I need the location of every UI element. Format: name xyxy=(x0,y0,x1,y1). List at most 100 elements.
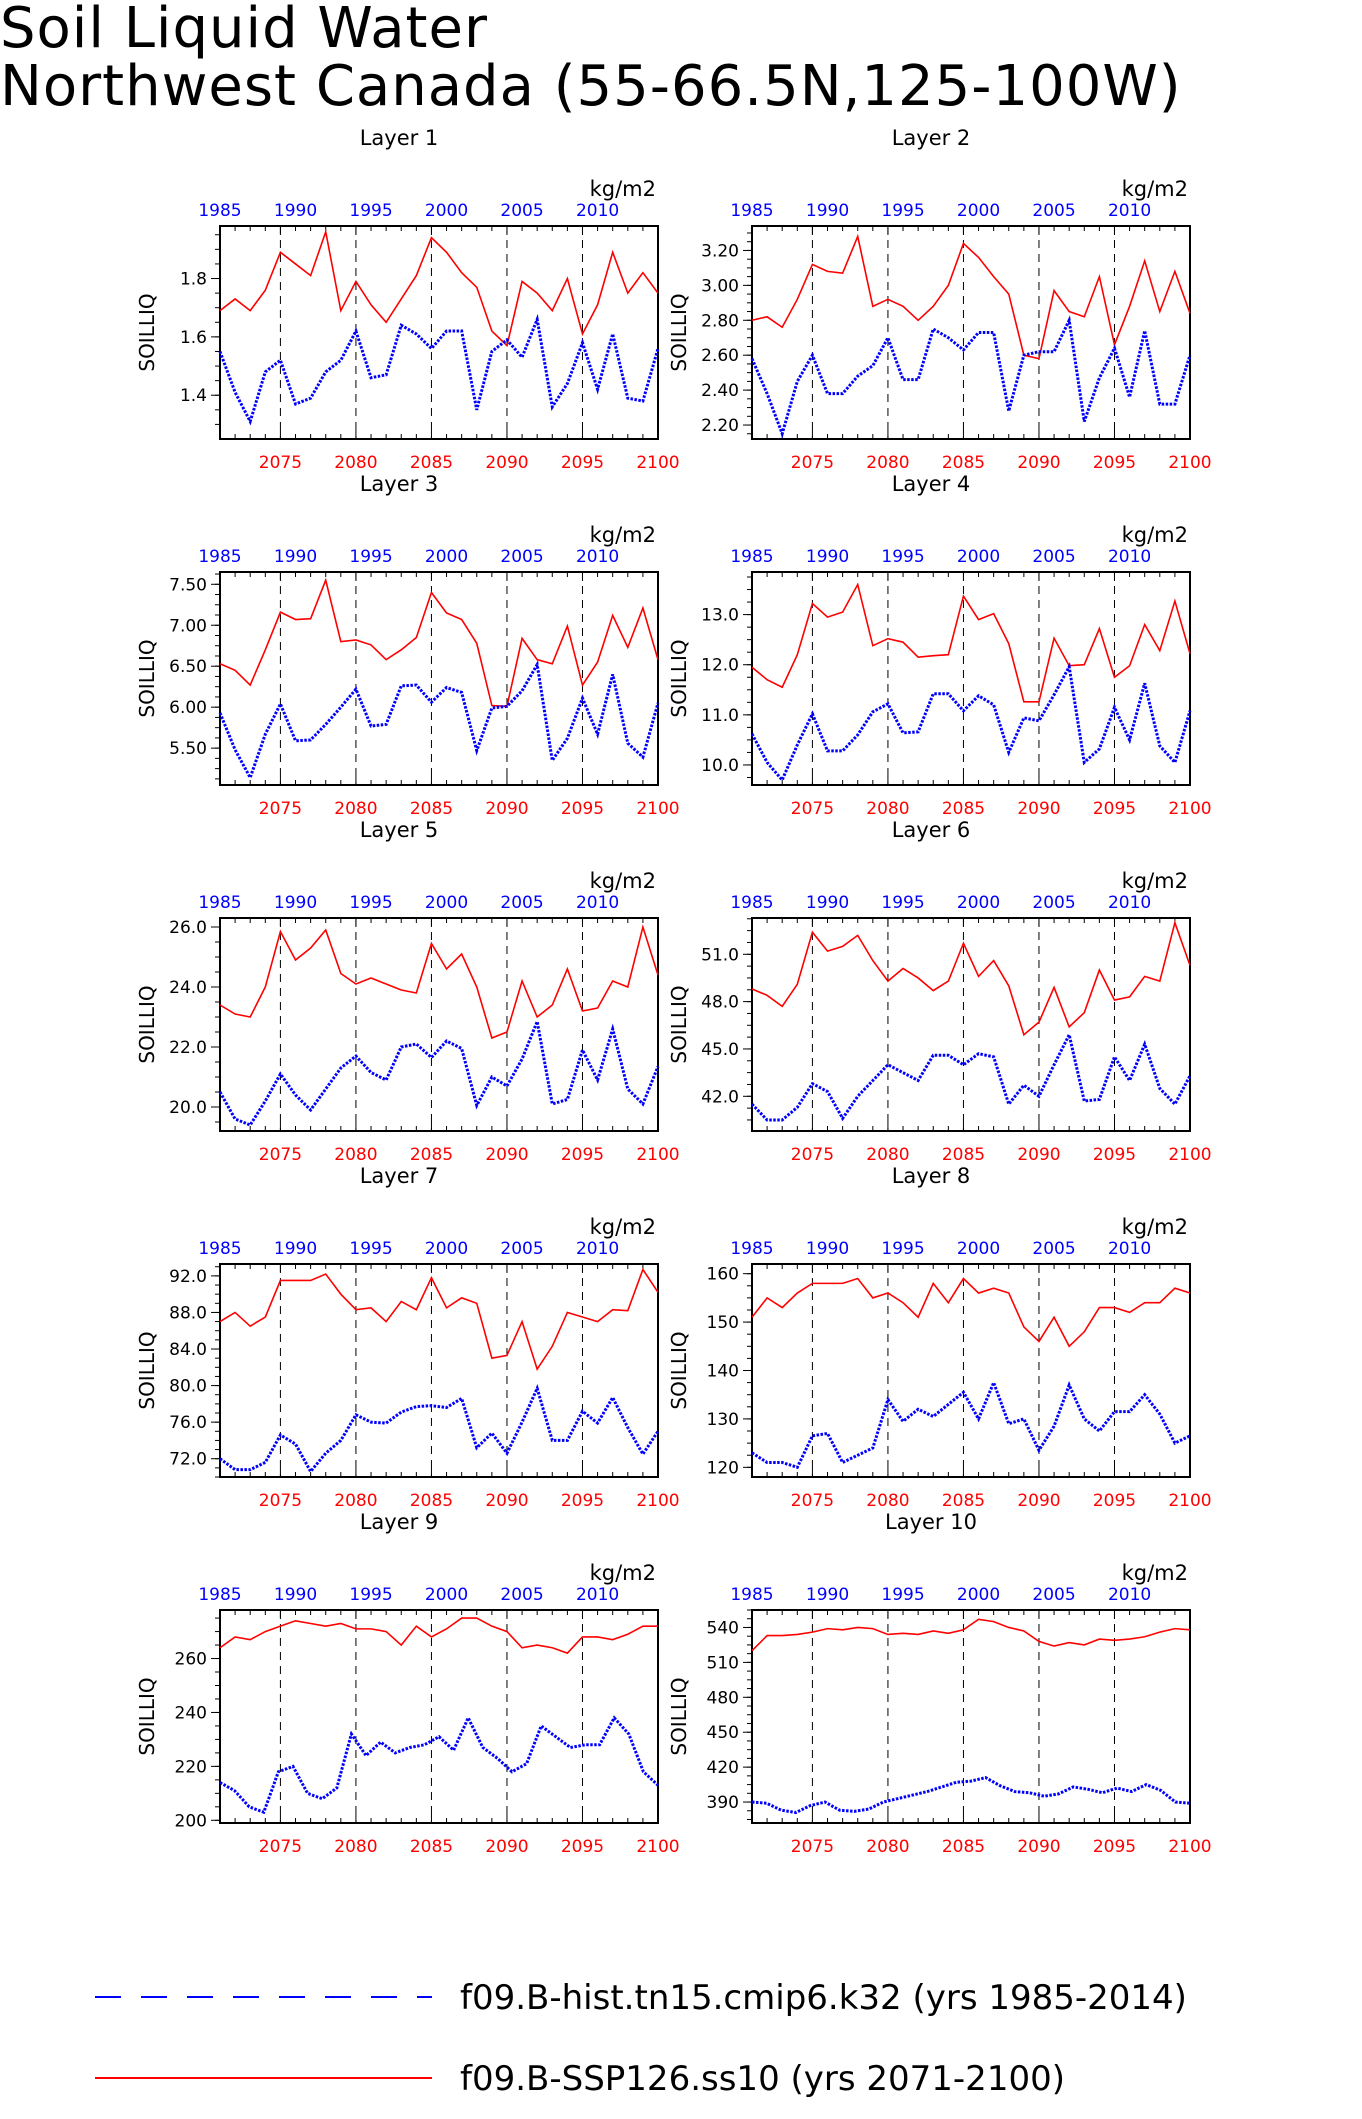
x-tick-label: 2080 xyxy=(866,453,909,473)
x-tick-label: 2090 xyxy=(1017,799,1060,819)
x-tick-label: 2090 xyxy=(1017,1491,1060,1511)
panel-title: Layer 7 xyxy=(360,1164,439,1188)
x-tick-label: 2100 xyxy=(1168,1491,1211,1511)
x-tick-label: 2075 xyxy=(259,453,302,473)
units-label: kg/m2 xyxy=(1122,177,1188,201)
series-line-hist xyxy=(219,1714,660,1815)
x-tick-label: 2095 xyxy=(561,799,604,819)
chart-panel-2: Layer 2 kg/m2 2075 2080 2085 2090 2095 2100 1985… xyxy=(667,126,1212,473)
series-line-ssp126 xyxy=(751,1618,1191,1652)
x-top-tick-label: 1985 xyxy=(198,893,241,913)
x-top-tick-label: 2005 xyxy=(500,1239,543,1259)
x-top-tick-label: 2010 xyxy=(1108,893,1151,913)
x-tick-label: 2080 xyxy=(334,1837,377,1857)
x-top-tick-label: 1985 xyxy=(198,1585,241,1605)
x-top-tick-label: 1995 xyxy=(881,201,924,221)
x-top-tick-label: 1995 xyxy=(881,547,924,567)
x-top-tick-label: 1990 xyxy=(806,547,849,567)
x-top-tick-label: 1985 xyxy=(730,1585,773,1605)
units-label: kg/m2 xyxy=(1122,1215,1188,1239)
x-tick-label: 2075 xyxy=(259,1145,302,1165)
y-tick-label: 1.6 xyxy=(180,328,207,348)
x-tick-label: 2095 xyxy=(561,453,604,473)
y-tick-label: 220 xyxy=(175,1757,207,1777)
y-tick-label: 3.00 xyxy=(701,276,739,296)
y-tick-label: 6.00 xyxy=(169,698,207,718)
series-line-ssp126 xyxy=(751,1277,1191,1348)
x-top-tick-label: 1990 xyxy=(274,547,317,567)
figure-title-block: Soil Liquid Water Northwest Canada (55-6… xyxy=(0,0,1362,116)
x-tick-label: 2075 xyxy=(259,799,302,819)
y-tick-label: 2.40 xyxy=(701,381,739,401)
y-axis-label: SOILLIQ xyxy=(135,1331,159,1409)
x-top-tick-label: 2000 xyxy=(425,1585,468,1605)
units-label: kg/m2 xyxy=(590,1561,656,1585)
y-axis-label: SOILLIQ xyxy=(135,985,159,1063)
x-tick-label: 2095 xyxy=(561,1145,604,1165)
x-tick-label: 2075 xyxy=(791,453,834,473)
x-tick-label: 2090 xyxy=(485,1145,528,1165)
x-top-tick-label: 1995 xyxy=(349,1239,392,1259)
series-line-ssp126 xyxy=(219,228,659,348)
x-top-tick-label: 2000 xyxy=(425,547,468,567)
y-tick-label: 76.0 xyxy=(169,1413,207,1433)
series-line-ssp126 xyxy=(751,582,1191,703)
x-top-tick-label: 2010 xyxy=(1108,1585,1151,1605)
x-top-tick-label: 2005 xyxy=(500,201,543,221)
x-top-tick-label: 1985 xyxy=(730,547,773,567)
y-tick-label: 20.0 xyxy=(169,1098,207,1118)
y-tick-label: 7.00 xyxy=(169,616,207,636)
panel-title: Layer 5 xyxy=(360,818,439,842)
y-tick-label: 240 xyxy=(175,1703,207,1723)
x-top-tick-label: 1985 xyxy=(730,1239,773,1259)
y-tick-label: 1.4 xyxy=(180,386,207,406)
plot-frame xyxy=(219,571,659,786)
x-top-tick-label: 2000 xyxy=(957,1239,1000,1259)
x-tick-label: 2100 xyxy=(636,1837,679,1857)
x-tick-label: 2075 xyxy=(259,1491,302,1511)
y-tick-label: 390 xyxy=(707,1793,739,1813)
x-tick-label: 2095 xyxy=(1093,453,1136,473)
chart-panel-9: Layer 9 kg/m2 2075 2080 2085 2090 2095 2100 1985… xyxy=(135,1510,680,1857)
panel-title: Layer 4 xyxy=(892,472,971,496)
x-tick-label: 2085 xyxy=(942,799,985,819)
y-tick-label: 2.80 xyxy=(701,311,739,331)
x-top-tick-label: 1995 xyxy=(349,547,392,567)
y-tick-label: 7.50 xyxy=(169,575,207,595)
y-tick-label: 420 xyxy=(707,1758,739,1778)
x-top-tick-label: 1995 xyxy=(349,893,392,913)
x-top-tick-label: 2010 xyxy=(576,547,619,567)
series-line-ssp126 xyxy=(219,1617,658,1655)
figure-title: Soil Liquid Water xyxy=(0,0,488,61)
x-top-tick-label: 2010 xyxy=(576,1239,619,1259)
x-tick-label: 2095 xyxy=(1093,1491,1136,1511)
x-top-tick-label: 2000 xyxy=(425,201,468,221)
plot-frame xyxy=(219,917,659,1132)
x-top-tick-label: 1985 xyxy=(730,201,773,221)
y-tick-label: 140 xyxy=(707,1362,739,1382)
chart-panel-4: Layer 4 kg/m2 2075 2080 2085 2090 2095 2100 1985… xyxy=(667,472,1212,819)
chart-panel-5: Layer 5 kg/m2 2075 2080 2085 2090 2095 2100 1985… xyxy=(135,818,680,1165)
plot-frame xyxy=(219,1263,659,1478)
series-line-hist xyxy=(750,315,1192,439)
legend-hist-label: f09.B-hist.tn15.cmip6.k32 (yrs 1985-2014… xyxy=(460,1978,1187,2018)
chart-panel-3: Layer 3 kg/m2 2075 2080 2085 2090 2095 2100 1985… xyxy=(135,472,680,819)
x-tick-label: 2090 xyxy=(485,453,528,473)
x-top-tick-label: 1990 xyxy=(274,201,317,221)
x-top-tick-label: 2010 xyxy=(576,201,619,221)
x-tick-label: 2080 xyxy=(866,1837,909,1857)
panel-title: Layer 9 xyxy=(360,1510,439,1534)
x-top-tick-label: 1985 xyxy=(198,547,241,567)
x-tick-label: 2095 xyxy=(1093,1837,1136,1857)
series-line-hist xyxy=(218,313,660,426)
y-tick-label: 12.0 xyxy=(701,656,739,676)
x-tick-label: 2085 xyxy=(942,1837,985,1857)
y-tick-label: 22.0 xyxy=(169,1038,207,1058)
y-axis-label: SOILLIQ xyxy=(667,293,691,371)
x-top-tick-label: 2005 xyxy=(1032,547,1075,567)
x-top-tick-label: 1995 xyxy=(349,1585,392,1605)
y-tick-label: 5.50 xyxy=(169,739,207,759)
y-axis-label: SOILLIQ xyxy=(135,639,159,717)
units-label: kg/m2 xyxy=(1122,523,1188,547)
units-label: kg/m2 xyxy=(1122,869,1188,893)
